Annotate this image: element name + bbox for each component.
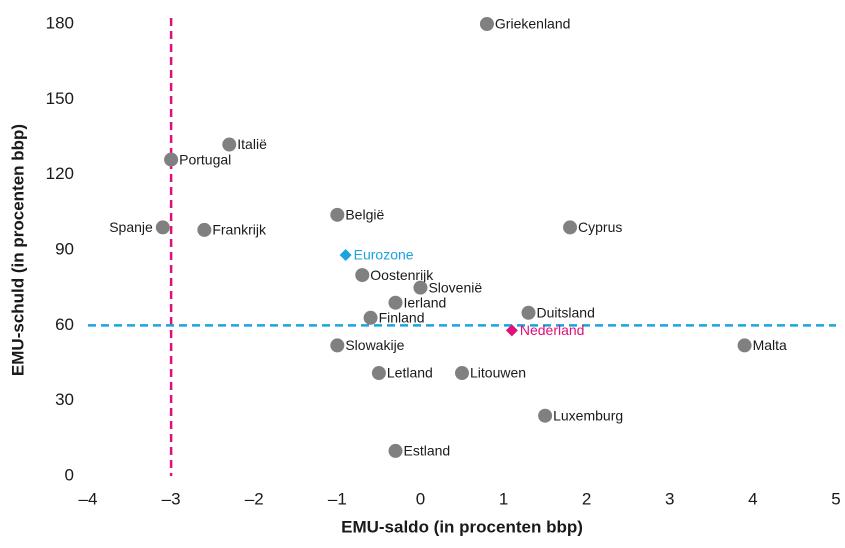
- point: [563, 220, 578, 235]
- point: [330, 338, 345, 353]
- point-label: Slowakije: [345, 337, 404, 353]
- x-tick-label: 0: [416, 489, 425, 508]
- point-label: Italië: [237, 136, 267, 152]
- point-label: Eurozone: [354, 247, 414, 263]
- point: [388, 295, 403, 310]
- point-label: Oostenrijk: [370, 267, 434, 283]
- point-label: Spanje: [109, 219, 153, 235]
- x-tick-label: 2: [582, 489, 591, 508]
- x-tick-label: –4: [79, 489, 98, 508]
- point-label: Frankrijk: [212, 222, 267, 238]
- point-label: Portugal: [179, 151, 231, 167]
- y-tick-label: 150: [46, 89, 74, 108]
- y-tick-label: 90: [55, 239, 74, 258]
- point: [371, 366, 386, 381]
- point-label: Cyprus: [578, 219, 622, 235]
- point: [455, 366, 469, 381]
- point-label: Ierland: [404, 294, 447, 310]
- point: [197, 222, 212, 237]
- y-axis-title: EMU-schuld (in procenten bbp): [8, 124, 27, 376]
- point-label: Finland: [379, 310, 425, 326]
- point: [737, 338, 752, 353]
- point: [363, 310, 378, 325]
- x-tick-label: 3: [665, 489, 674, 508]
- point-diamond: [339, 249, 352, 262]
- x-tick-label: 5: [831, 489, 840, 508]
- point-label: België: [345, 207, 384, 223]
- point: [413, 280, 428, 295]
- x-tick-label: 1: [499, 489, 508, 508]
- point: [521, 305, 536, 320]
- point: [222, 137, 237, 152]
- x-axis-title: EMU-saldo (in procenten bbp): [341, 517, 583, 536]
- x-tick-label: 4: [748, 489, 757, 508]
- y-tick-label: 180: [46, 13, 74, 32]
- point: [164, 152, 179, 167]
- x-tick-label: –3: [162, 489, 181, 508]
- point: [355, 268, 370, 283]
- point-diamond: [505, 324, 518, 337]
- point-label: Estland: [404, 443, 451, 459]
- point-label: Letland: [387, 365, 433, 381]
- y-tick-label: 60: [55, 315, 74, 334]
- point-label: Litouwen: [470, 365, 526, 381]
- point: [155, 220, 170, 235]
- y-tick-label: 120: [46, 164, 74, 183]
- point: [330, 207, 345, 222]
- y-tick-label: 0: [65, 465, 74, 484]
- x-tick-label: –2: [245, 489, 264, 508]
- x-tick-label: –1: [328, 489, 347, 508]
- point: [479, 17, 494, 31]
- point-label: Luxemburg: [553, 407, 623, 423]
- point: [538, 408, 553, 423]
- point: [388, 443, 403, 458]
- point-label: Slovenië: [428, 279, 482, 295]
- point-label: Duitsland: [536, 304, 594, 320]
- point-label: Nederland: [520, 322, 585, 338]
- point-label: Malta: [753, 337, 787, 353]
- y-tick-label: 30: [55, 390, 74, 409]
- point-label: Griekenland: [495, 16, 571, 32]
